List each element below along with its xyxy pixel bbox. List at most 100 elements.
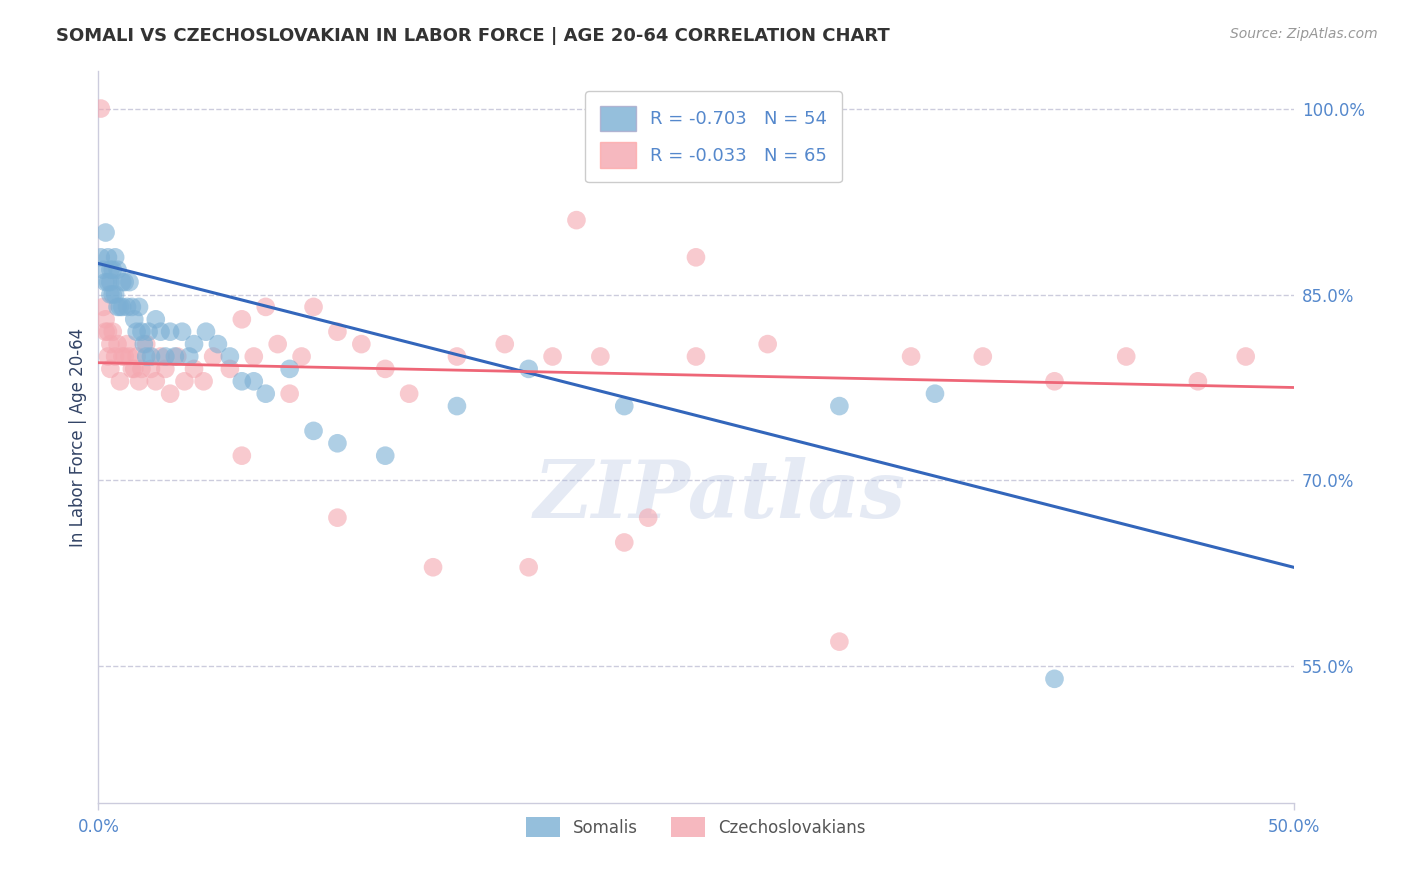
Point — [166, 350, 188, 364]
Point — [202, 350, 225, 364]
Point — [1234, 350, 1257, 364]
Point — [107, 262, 129, 277]
Point — [124, 362, 146, 376]
Point — [111, 350, 134, 364]
Point — [163, 350, 186, 364]
Point — [91, 262, 114, 277]
Point — [494, 337, 516, 351]
Point — [104, 350, 127, 364]
Point — [756, 337, 779, 351]
Point — [1115, 350, 1137, 364]
Point — [243, 350, 266, 364]
Text: SOMALI VS CZECHOSLOVAKIAN IN LABOR FORCE | AGE 20-64 CORRELATION CHART: SOMALI VS CZECHOSLOVAKIAN IN LABOR FORCE… — [56, 27, 890, 45]
Point — [128, 300, 150, 314]
Point — [231, 374, 253, 388]
Point — [155, 362, 177, 376]
Point — [139, 350, 162, 364]
Point — [517, 362, 540, 376]
Legend: Somalis, Czechoslovakians: Somalis, Czechoslovakians — [517, 809, 875, 846]
Point — [104, 250, 127, 264]
Point — [98, 337, 122, 351]
Point — [97, 250, 120, 264]
Point — [517, 560, 540, 574]
Point — [446, 350, 468, 364]
Point — [326, 510, 349, 524]
Point — [90, 250, 112, 264]
Point — [900, 350, 922, 364]
Point — [1187, 374, 1209, 388]
Point — [446, 399, 468, 413]
Point — [118, 350, 141, 364]
Point — [94, 325, 117, 339]
Point — [613, 535, 636, 549]
Point — [131, 325, 153, 339]
Point — [183, 337, 205, 351]
Point — [145, 312, 167, 326]
Point — [90, 102, 112, 116]
Point — [231, 312, 253, 326]
Point — [828, 399, 851, 413]
Point — [219, 362, 242, 376]
Point — [374, 362, 396, 376]
Point — [101, 325, 124, 339]
Point — [350, 337, 373, 351]
Point — [111, 275, 134, 289]
Point — [254, 386, 277, 401]
Text: ZIPatlas: ZIPatlas — [534, 457, 905, 534]
Point — [94, 226, 117, 240]
Point — [155, 350, 177, 364]
Point — [135, 337, 157, 351]
Point — [159, 386, 181, 401]
Point — [828, 634, 851, 648]
Point — [565, 213, 588, 227]
Point — [326, 436, 349, 450]
Point — [278, 362, 301, 376]
Point — [219, 350, 242, 364]
Point — [132, 337, 155, 351]
Text: Source: ZipAtlas.com: Source: ZipAtlas.com — [1230, 27, 1378, 41]
Point — [207, 337, 229, 351]
Point — [1043, 374, 1066, 388]
Point — [398, 386, 420, 401]
Point — [118, 275, 141, 289]
Point — [115, 300, 138, 314]
Point — [924, 386, 946, 401]
Point — [637, 510, 659, 524]
Point — [613, 399, 636, 413]
Point — [685, 250, 707, 264]
Point — [195, 325, 218, 339]
Point — [278, 386, 301, 401]
Point — [254, 300, 277, 314]
Y-axis label: In Labor Force | Age 20-64: In Labor Force | Age 20-64 — [69, 327, 87, 547]
Point — [243, 374, 266, 388]
Point — [101, 287, 124, 301]
Point — [145, 374, 167, 388]
Point — [139, 362, 162, 376]
Point — [91, 300, 114, 314]
Point — [98, 287, 122, 301]
Point — [97, 350, 120, 364]
Point — [114, 275, 136, 289]
Point — [422, 560, 444, 574]
Point — [98, 362, 122, 376]
Point — [291, 350, 314, 364]
Point — [124, 312, 146, 326]
Point — [173, 374, 195, 388]
Point — [172, 325, 194, 339]
Point — [97, 275, 120, 289]
Point — [108, 374, 131, 388]
Point — [267, 337, 290, 351]
Point — [125, 350, 148, 364]
Point — [121, 362, 143, 376]
Point — [302, 424, 325, 438]
Point — [193, 374, 215, 388]
Point — [101, 262, 124, 277]
Point — [1043, 672, 1066, 686]
Point — [98, 275, 122, 289]
Point — [374, 449, 396, 463]
Point — [149, 325, 172, 339]
Point — [138, 325, 160, 339]
Point — [114, 350, 136, 364]
Point — [302, 300, 325, 314]
Point — [107, 337, 129, 351]
